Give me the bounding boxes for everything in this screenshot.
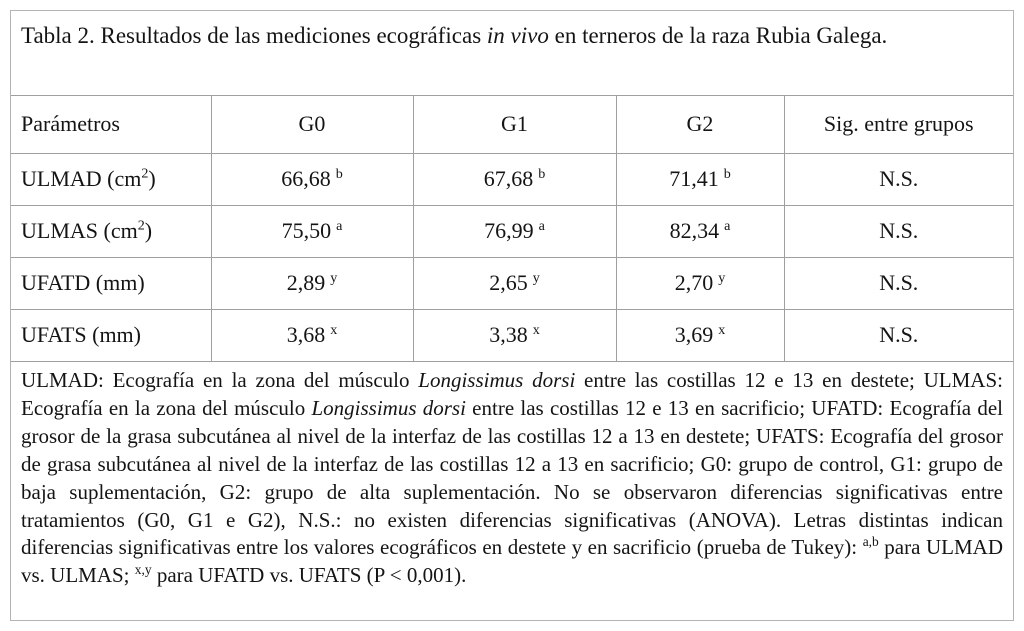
table-body: ULMAD (cm2) 66,68 b 67,68 b 71,41 b N.S. ULMAS (… xyxy=(11,152,1013,361)
value-cell: 3,68 x xyxy=(210,308,414,361)
text-run: para ULMAD vs. ULMAS; xyxy=(21,535,1004,588)
measurement-value: 2,89 xyxy=(286,270,326,295)
text-run: en terneros de la raza Rubia Galega. xyxy=(548,23,888,48)
parameter-cell: ULMAS (cm2) xyxy=(11,204,212,258)
table-row: ULMAS (cm2) 75,50 a 76,99 a 82,34 a N.S. xyxy=(11,204,1013,258)
text-run: ULMAD: Ecografía en la zona del músculo xyxy=(21,368,419,392)
measurement-value: 76,99 xyxy=(484,218,534,243)
parameter-cell: UFATS (mm) xyxy=(11,308,212,361)
significance-letter: b xyxy=(335,165,343,182)
text-run: UFATD (mm) xyxy=(21,270,145,295)
measurement-value: 2,65 xyxy=(489,270,528,295)
italic-text: in vivo xyxy=(486,23,549,48)
text-run: entre las costillas 12 e 13 en destete; … xyxy=(21,368,1003,420)
significance-cell: N.S. xyxy=(783,308,1013,361)
italic-text: Longissimus dorsi xyxy=(311,395,466,420)
superscript-text: x,y xyxy=(134,562,152,578)
measurement-value: 82,34 xyxy=(669,218,720,243)
italic-text: Longissimus dorsi xyxy=(418,368,576,392)
value-cell: 75,50 a xyxy=(210,204,414,258)
significance-letter: b xyxy=(723,165,731,182)
value-cell: 76,99 a xyxy=(412,204,617,258)
measurement-value: 2,70 xyxy=(674,270,714,295)
measurement-value: 71,41 xyxy=(669,166,719,191)
column-header-sig: Sig. entre grupos xyxy=(783,96,1013,154)
header-row: Parámetros G0 G1 G2 Sig. entre grupos xyxy=(11,96,1013,154)
significance-letter: y xyxy=(718,269,726,286)
measurement-value: 66,68 xyxy=(281,166,331,191)
column-header-g0: G0 xyxy=(210,96,414,154)
significance-letter: a xyxy=(336,217,343,234)
value-cell: 67,68 b xyxy=(412,152,617,206)
value-cell: 2,89 y xyxy=(210,256,414,310)
significance-letter: a xyxy=(724,217,731,234)
parameter-cell: UFATD (mm) xyxy=(11,256,212,310)
column-header-g2: G2 xyxy=(615,96,785,154)
superscript-text: a,b xyxy=(862,534,879,550)
measurement-value: 3,38 xyxy=(489,322,528,348)
column-header-parametros: Parámetros xyxy=(11,96,212,154)
table-caption: Tabla 2. Resultados de las mediciones ec… xyxy=(11,11,1013,96)
value-cell: 82,34 a xyxy=(615,204,785,258)
measurement-value: 75,50 xyxy=(281,218,332,243)
significance-letter: y xyxy=(330,269,338,286)
table-row: UFATD (mm) 2,89 y 2,65 y 2,70 y N.S. xyxy=(11,256,1013,310)
significance-letter: a xyxy=(538,217,545,234)
measurement-value: 3,69 xyxy=(674,322,714,348)
text-run: para UFATD vs. UFATS (P < 0,001). xyxy=(151,563,467,588)
table-row: ULMAD (cm2) 66,68 b 67,68 b 71,41 b N.S. xyxy=(11,152,1013,206)
superscript-text: 2 xyxy=(137,217,145,234)
table-footnote: ULMAD: Ecografía en la zona del músculo … xyxy=(11,361,1013,590)
value-cell: 2,70 y xyxy=(615,256,785,310)
significance-letter: x xyxy=(330,321,338,338)
measurement-value: 3,68 xyxy=(286,322,326,348)
value-cell: 3,38 x xyxy=(412,308,617,361)
text-run: ULMAS (cm xyxy=(21,218,138,243)
significance-letter: x xyxy=(718,321,726,338)
text-run: ) xyxy=(144,218,153,243)
text-run: Tabla 2. Resultados de las mediciones ec… xyxy=(21,23,487,48)
significance-letter: x xyxy=(532,321,540,338)
measurement-value: 67,68 xyxy=(483,166,534,191)
value-cell: 66,68 b xyxy=(210,152,414,206)
significance-cell: N.S. xyxy=(783,152,1013,206)
parameter-cell: ULMAD (cm2) xyxy=(11,152,212,206)
results-table: Parámetros G0 G1 G2 Sig. entre grupos UL… xyxy=(11,96,1013,361)
text-run: ) xyxy=(148,166,156,191)
table-figure-frame: Tabla 2. Resultados de las mediciones ec… xyxy=(10,10,1014,621)
text-run: UFATS (mm) xyxy=(21,322,141,348)
text-run: ULMAD (cm xyxy=(21,166,142,191)
significance-letter: y xyxy=(532,269,540,286)
significance-cell: N.S. xyxy=(783,204,1013,258)
text-run: entre las costillas 12 e 13 en sacrifici… xyxy=(21,395,1003,560)
value-cell: 3,69 x xyxy=(615,308,785,361)
value-cell: 71,41 b xyxy=(615,152,785,206)
superscript-text: 2 xyxy=(141,165,149,182)
value-cell: 2,65 y xyxy=(412,256,617,310)
table-row: UFATS (mm) 3,68 x 3,38 x 3,69 x N.S. xyxy=(11,308,1013,361)
significance-letter: b xyxy=(538,165,546,182)
column-header-g1: G1 xyxy=(412,96,617,154)
significance-cell: N.S. xyxy=(783,256,1013,310)
